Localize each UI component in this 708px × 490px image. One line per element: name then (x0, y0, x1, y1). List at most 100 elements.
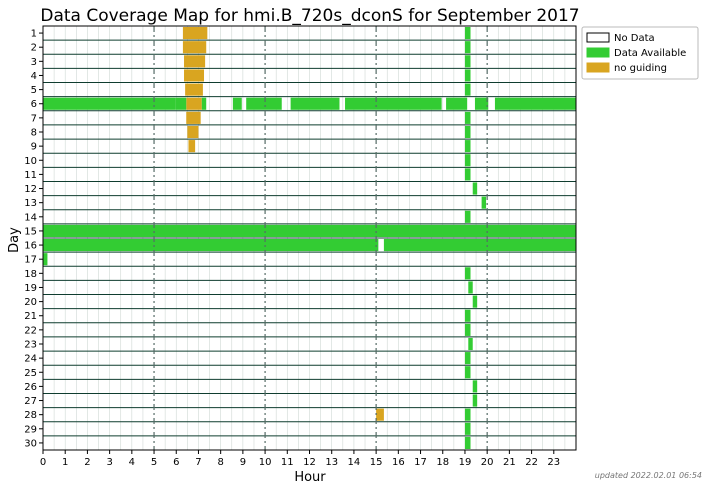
data-available-bar (464, 323, 471, 336)
x-tick-label: 4 (129, 457, 135, 468)
legend-swatch (586, 47, 610, 58)
y-tick-label: 28 (24, 410, 37, 421)
y-tick-label: 20 (24, 297, 37, 308)
y-tick-label: 10 (24, 156, 37, 167)
y-tick-label: 26 (24, 382, 37, 393)
data-available-bar (43, 97, 176, 110)
y-tick-label: 15 (24, 226, 37, 237)
updated-timestamp: updated 2022.02.01 06:54 (594, 471, 702, 480)
y-axis-label: Day (7, 227, 22, 253)
x-tick-label: 22 (525, 457, 538, 468)
no-guiding-bar (182, 41, 207, 54)
y-tick-label: 18 (24, 269, 37, 280)
x-tick-label: 21 (503, 457, 516, 468)
data-available-bar (464, 352, 471, 365)
data-available-bar (472, 182, 478, 195)
data-available-bar (464, 408, 471, 421)
no-guiding-bar (185, 83, 203, 96)
data-available-bar (43, 253, 48, 266)
data-available-bar (468, 337, 473, 351)
y-tick-label: 30 (24, 438, 37, 449)
y-tick-label: 22 (24, 325, 37, 336)
y-tick-label: 6 (31, 99, 37, 110)
data-available-bar (464, 210, 471, 223)
data-available-bar (468, 281, 473, 294)
legend-swatch (586, 62, 610, 73)
data-available-bar (464, 154, 471, 167)
x-tick-label: 18 (436, 457, 449, 468)
chart-title: Data Coverage Map for hmi.B_720s_dconS f… (40, 6, 579, 26)
y-tick-label: 27 (24, 396, 37, 407)
x-axis-label: Hour (294, 470, 326, 485)
y-tick-label: 25 (24, 368, 37, 379)
data-available-bar (464, 83, 471, 96)
y-tick-label: 14 (24, 212, 37, 223)
x-tick-label: 13 (325, 457, 338, 468)
x-tick-label: 12 (303, 457, 316, 468)
data-available-bar (464, 366, 471, 379)
y-tick-label: 13 (24, 198, 37, 209)
legend-label: Data Available (614, 48, 686, 59)
x-tick-label: 20 (481, 457, 494, 468)
legend: No Data Data Available no guiding (581, 26, 699, 80)
data-available-bar (464, 111, 471, 124)
legend-label: no guiding (614, 63, 667, 74)
data-available-bar (175, 97, 187, 110)
x-tick-label: 16 (392, 457, 405, 468)
y-tick-label: 21 (24, 311, 37, 322)
x-tick-label: 3 (106, 457, 112, 468)
x-tick-label: 1 (62, 457, 68, 468)
data-available-bar (472, 394, 478, 407)
data-available-bar (446, 97, 468, 110)
x-tick-label: 9 (240, 457, 246, 468)
legend-swatch (586, 32, 610, 43)
y-tick-label: 12 (24, 184, 37, 195)
y-tick-label: 11 (24, 170, 37, 181)
legend-label: No Data (614, 33, 655, 44)
x-tick-label: 19 (459, 457, 472, 468)
data-available-bar (464, 140, 471, 153)
data-available-bar (474, 97, 489, 110)
data-available-bar (481, 196, 487, 209)
data-available-bar (472, 295, 478, 308)
x-tick-label: 5 (151, 457, 157, 468)
no-guiding-bar (187, 125, 199, 139)
x-tick-label: 23 (547, 457, 560, 468)
data-available-bar (383, 239, 576, 252)
x-tick-label: 2 (84, 457, 90, 468)
data-available-bar (464, 69, 471, 82)
data-available-bar (43, 224, 576, 237)
x-tick-label: 7 (195, 457, 201, 468)
data-available-bar (464, 27, 471, 40)
y-tick-label: 1 (31, 29, 37, 40)
legend-box (581, 26, 699, 80)
data-available-bar (464, 55, 471, 68)
y-tick-label: 4 (31, 71, 37, 82)
no-guiding-bar (184, 69, 205, 82)
y-tick-label: 5 (31, 85, 37, 96)
y-tick-label: 19 (24, 283, 37, 294)
y-tick-label: 24 (24, 354, 37, 365)
data-available-bar (464, 168, 471, 181)
x-tick-label: 0 (40, 457, 46, 468)
data-available-bar (345, 97, 442, 110)
plot-area: 0 1 2 3 4 5 6 7 8 9 10 11 12 13 14 15 16 17 18 19 20 21 22 2312… (24, 25, 577, 468)
x-tick-label: 11 (281, 457, 294, 468)
data-available-bar (464, 422, 471, 435)
data-available-bar (464, 125, 471, 139)
data-available-bar (464, 41, 471, 54)
y-tick-label: 17 (24, 255, 37, 266)
y-tick-label: 7 (31, 113, 37, 124)
y-tick-label: 9 (31, 142, 37, 153)
y-tick-label: 23 (24, 340, 37, 351)
x-tick-label: 14 (348, 457, 361, 468)
no-guiding-bar (188, 140, 196, 153)
data-available-bar (464, 309, 471, 322)
x-tick-label: 8 (217, 457, 223, 468)
x-tick-label: 10 (259, 457, 272, 468)
no-guiding-bar (186, 97, 202, 110)
no-guiding-bar (376, 408, 384, 421)
y-tick-label: 3 (31, 57, 37, 68)
data-available-bar (464, 267, 471, 280)
